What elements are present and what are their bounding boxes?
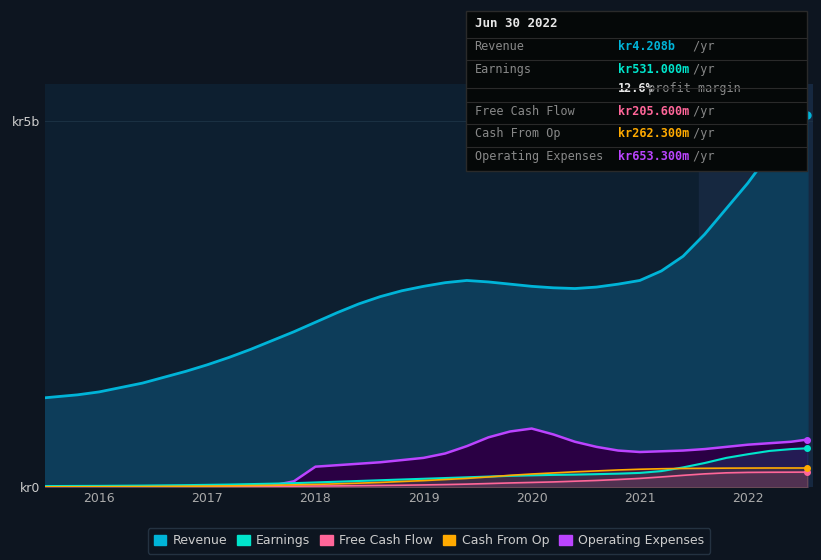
Text: Operating Expenses: Operating Expenses — [475, 150, 603, 162]
Text: kr653.300m: kr653.300m — [618, 150, 690, 162]
Text: Earnings: Earnings — [475, 63, 531, 76]
Bar — [699, 84, 813, 487]
Text: Jun 30 2022: Jun 30 2022 — [475, 17, 557, 30]
Text: Revenue: Revenue — [475, 40, 525, 53]
Text: /yr: /yr — [686, 63, 714, 76]
Legend: Revenue, Earnings, Free Cash Flow, Cash From Op, Operating Expenses: Revenue, Earnings, Free Cash Flow, Cash … — [148, 528, 710, 553]
Text: kr205.600m: kr205.600m — [618, 105, 690, 118]
Text: Free Cash Flow: Free Cash Flow — [475, 105, 574, 118]
Text: /yr: /yr — [686, 40, 714, 53]
Text: kr4.208b: kr4.208b — [618, 40, 675, 53]
Text: Cash From Op: Cash From Op — [475, 127, 560, 140]
Text: /yr: /yr — [686, 150, 714, 162]
Text: kr531.000m: kr531.000m — [618, 63, 690, 76]
Text: /yr: /yr — [686, 105, 714, 118]
Text: kr262.300m: kr262.300m — [618, 127, 690, 140]
Text: 12.6%: 12.6% — [618, 82, 654, 95]
Text: /yr: /yr — [686, 127, 714, 140]
Text: profit margin: profit margin — [641, 82, 741, 95]
